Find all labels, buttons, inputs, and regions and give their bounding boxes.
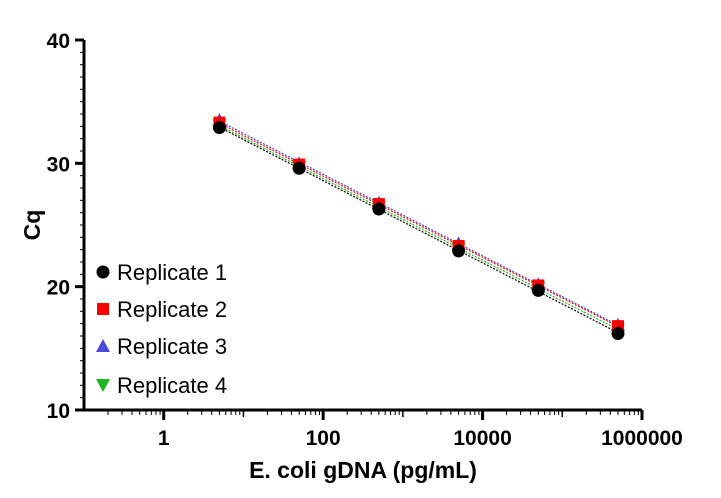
x-tick-label: 1000000 <box>601 427 683 450</box>
data-point-replicate-1 <box>452 244 466 258</box>
y-tick-label: 40 <box>47 30 70 53</box>
axes: 10 20 30 40 1 100 10000 1000000 <box>47 30 683 450</box>
fit-line <box>219 126 619 334</box>
data-point-replicate-1 <box>212 121 226 135</box>
y-tick-label: 10 <box>47 400 70 423</box>
legend-label: Replicate 1 <box>117 260 227 285</box>
data-point-replicate-1 <box>611 327 625 341</box>
x-axis-title: E. coli gDNA (pg/mL) <box>249 457 477 483</box>
data-point-replicate-1 <box>372 202 386 216</box>
y-tick-label: 20 <box>47 277 70 300</box>
legend-marker <box>96 265 110 279</box>
legend-label: Replicate 4 <box>117 373 227 398</box>
legend: Replicate 1 Replicate 2 Replicate 3 Replica… <box>96 260 227 398</box>
fit-line <box>219 120 619 326</box>
legend-label: Replicate 2 <box>117 297 227 322</box>
data-points <box>212 113 626 341</box>
fit-lines <box>219 120 619 334</box>
x-tick-label: 100 <box>306 427 341 450</box>
y-tick-label: 30 <box>47 153 70 176</box>
fit-line <box>219 122 619 327</box>
legend-marker <box>96 339 110 352</box>
legend-label: Replicate 3 <box>117 334 227 359</box>
legend-marker <box>97 303 109 315</box>
y-axis-title: Cq <box>19 210 45 241</box>
x-tick-label: 1 <box>158 427 170 450</box>
legend-marker <box>96 379 110 392</box>
x-tick-label: 10000 <box>453 427 511 450</box>
fit-line <box>219 124 619 331</box>
data-point-replicate-1 <box>531 283 545 297</box>
data-point-replicate-1 <box>292 161 306 175</box>
